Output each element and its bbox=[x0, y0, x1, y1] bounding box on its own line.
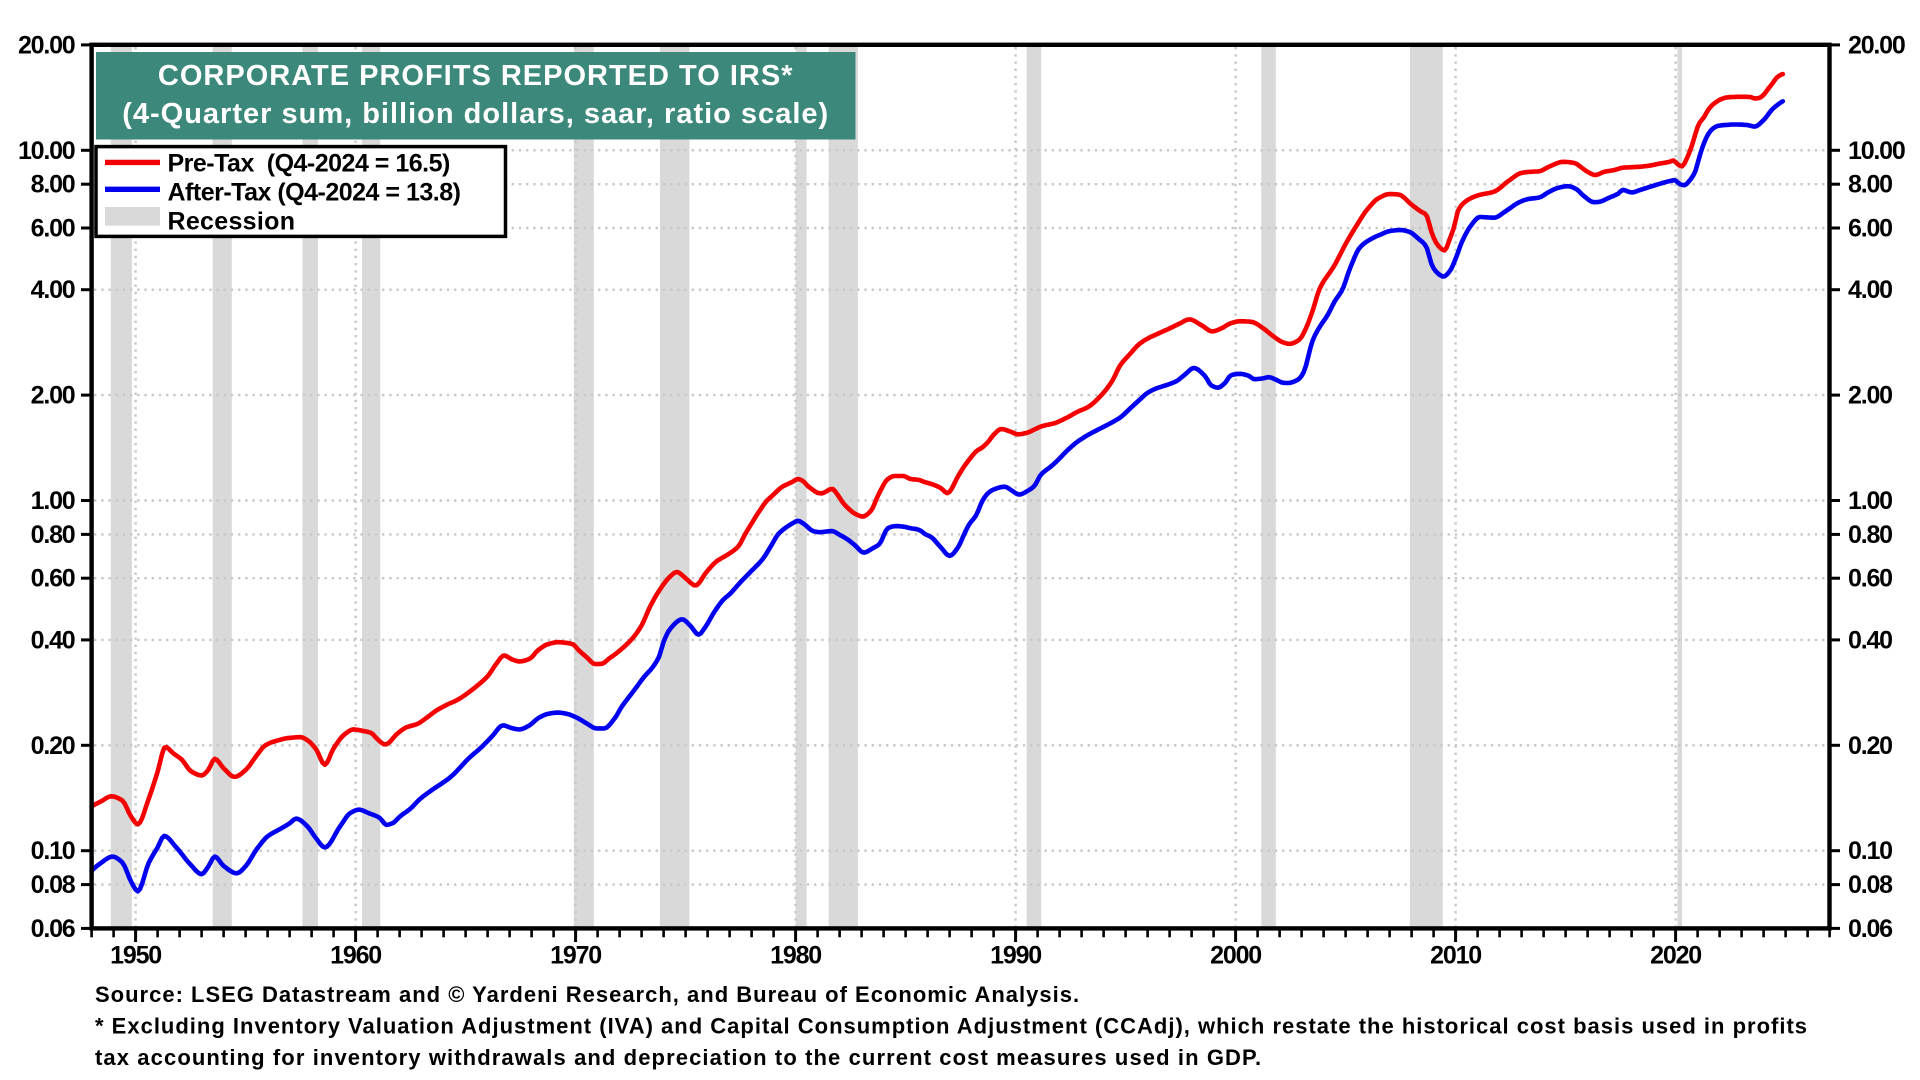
svg-text:4.00: 4.00 bbox=[31, 276, 75, 304]
svg-text:Source: LSEG Datastream and ©: Source: LSEG Datastream and © Yardeni Re… bbox=[95, 982, 1080, 1007]
svg-text:(4-Quarter sum, billion dollar: (4-Quarter sum, billion dollars, saar, r… bbox=[122, 98, 829, 130]
svg-text:1980: 1980 bbox=[770, 942, 821, 970]
svg-text:1950: 1950 bbox=[110, 942, 161, 970]
svg-text:6.00: 6.00 bbox=[31, 215, 75, 243]
svg-text:1990: 1990 bbox=[990, 942, 1041, 970]
svg-text:6.00: 6.00 bbox=[1848, 215, 1892, 243]
svg-text:After-Tax (Q4-2024 = 13.8): After-Tax (Q4-2024 = 13.8) bbox=[168, 178, 461, 206]
svg-text:0.60: 0.60 bbox=[31, 565, 75, 593]
svg-text:0.40: 0.40 bbox=[1848, 626, 1892, 654]
svg-text:1970: 1970 bbox=[550, 942, 601, 970]
svg-text:4.00: 4.00 bbox=[1848, 276, 1892, 304]
svg-text:2.00: 2.00 bbox=[31, 382, 75, 410]
svg-text:8.00: 8.00 bbox=[31, 171, 75, 199]
svg-text:0.20: 0.20 bbox=[1848, 732, 1892, 760]
svg-text:0.20: 0.20 bbox=[31, 732, 75, 760]
svg-text:20.00: 20.00 bbox=[1848, 31, 1905, 59]
svg-text:2020: 2020 bbox=[1650, 942, 1701, 970]
svg-text:0.10: 0.10 bbox=[1848, 837, 1892, 865]
svg-text:0.06: 0.06 bbox=[31, 915, 75, 943]
svg-text:0.06: 0.06 bbox=[1848, 915, 1892, 943]
svg-text:Pre-Tax (Q4-2024 = 16.5): Pre-Tax (Q4-2024 = 16.5) bbox=[168, 149, 451, 177]
svg-text:8.00: 8.00 bbox=[1848, 171, 1892, 199]
svg-text:Recession: Recession bbox=[168, 207, 296, 235]
svg-text:20.00: 20.00 bbox=[18, 31, 75, 59]
svg-text:10.00: 10.00 bbox=[18, 137, 75, 165]
svg-text:* Excluding Inventory Valuatio: * Excluding Inventory Valuation Adjustme… bbox=[95, 1014, 1808, 1039]
svg-text:2010: 2010 bbox=[1430, 942, 1481, 970]
svg-text:0.08: 0.08 bbox=[1848, 871, 1893, 899]
svg-text:0.60: 0.60 bbox=[1848, 565, 1892, 593]
svg-text:2.00: 2.00 bbox=[1848, 382, 1892, 410]
svg-text:1.00: 1.00 bbox=[1848, 487, 1892, 515]
svg-text:1.00: 1.00 bbox=[31, 487, 75, 515]
svg-text:0.80: 0.80 bbox=[31, 521, 75, 549]
svg-text:0.40: 0.40 bbox=[31, 626, 75, 654]
svg-text:10.00: 10.00 bbox=[1848, 137, 1905, 165]
svg-text:0.10: 0.10 bbox=[31, 837, 75, 865]
svg-text:2000: 2000 bbox=[1210, 942, 1261, 970]
svg-text:CORPORATE PROFITS REPORTED TO: CORPORATE PROFITS REPORTED TO IRS* bbox=[158, 60, 794, 92]
svg-text:1960: 1960 bbox=[330, 942, 381, 970]
svg-text:0.80: 0.80 bbox=[1848, 521, 1892, 549]
svg-text:0.08: 0.08 bbox=[31, 871, 76, 899]
svg-text:tax accounting for inventory w: tax accounting for inventory withdrawals… bbox=[95, 1045, 1262, 1070]
